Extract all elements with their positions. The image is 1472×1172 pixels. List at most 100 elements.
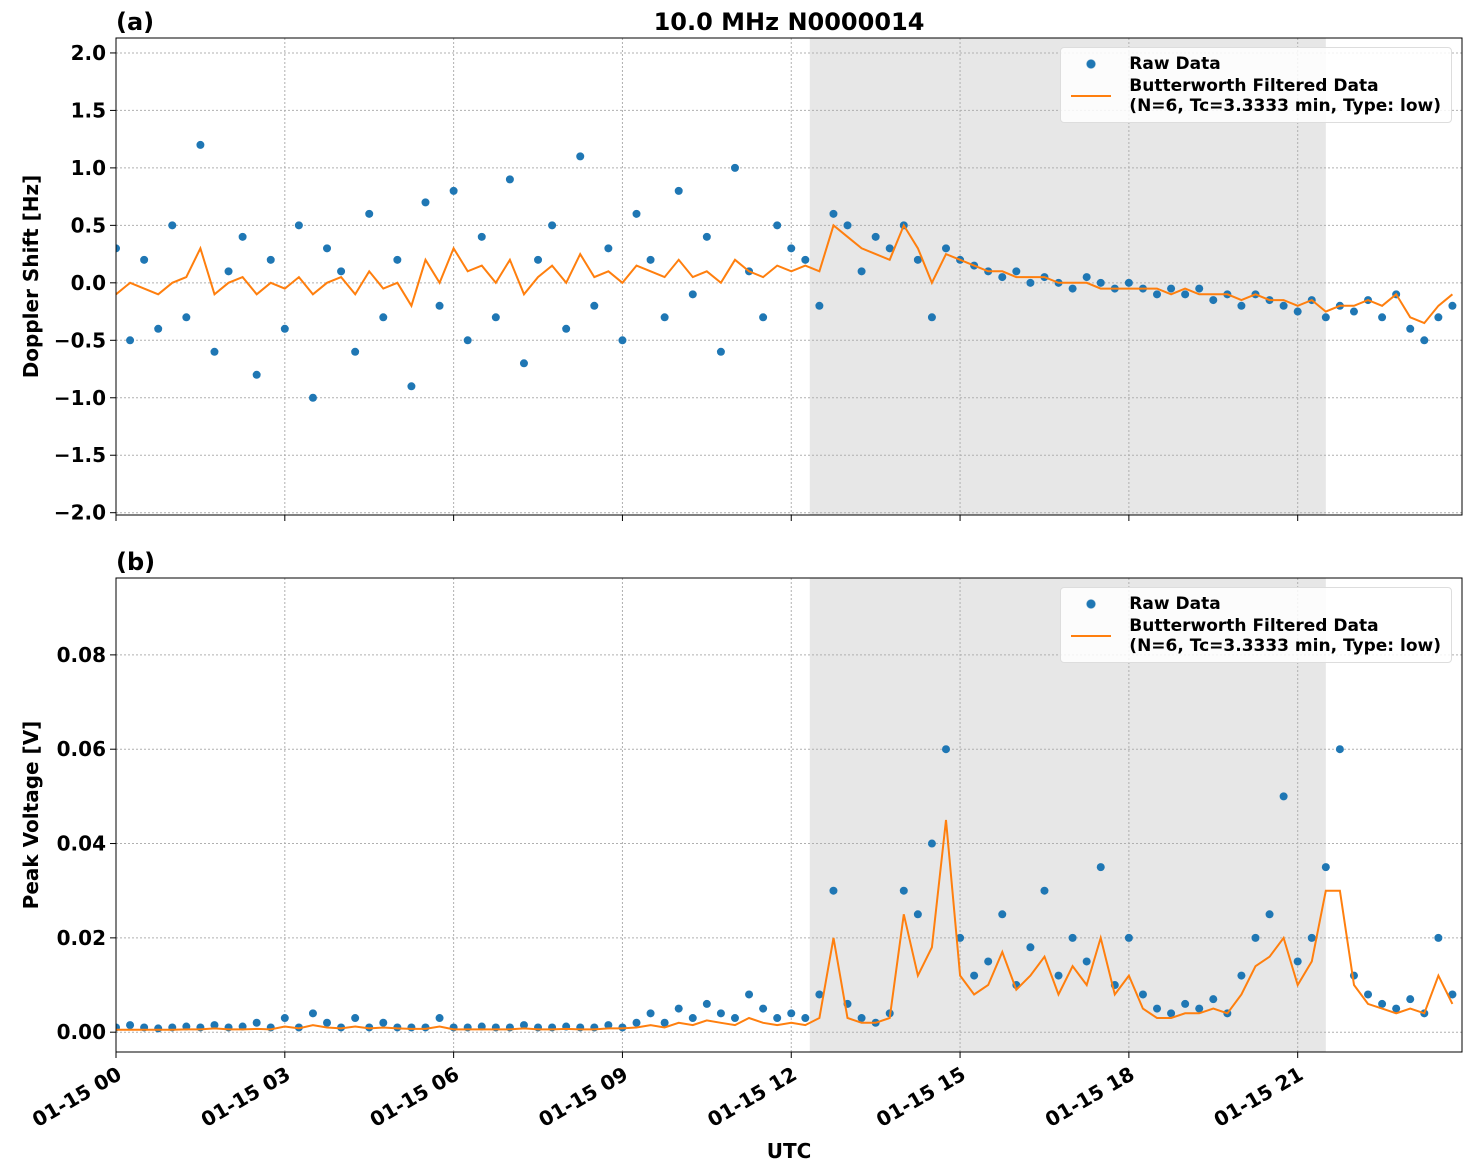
raw-point xyxy=(745,990,754,999)
raw-point xyxy=(365,209,374,218)
raw-point xyxy=(927,313,936,322)
raw-point xyxy=(646,255,655,264)
raw-point xyxy=(1012,267,1021,276)
y-tick-label: −2.0 xyxy=(54,501,106,525)
raw-point xyxy=(674,186,683,195)
raw-point xyxy=(337,267,346,276)
raw-point xyxy=(1293,957,1302,966)
raw-point xyxy=(238,232,247,241)
legend-key xyxy=(1071,594,1112,614)
panel-label: (a) xyxy=(116,8,154,36)
y-tick-label: 0.06 xyxy=(57,737,106,761)
raw-point xyxy=(266,255,275,264)
raw-point xyxy=(576,152,585,161)
raw-point xyxy=(1209,995,1218,1004)
raw-point xyxy=(1321,863,1330,872)
raw-point xyxy=(477,232,486,241)
raw-point xyxy=(604,1021,613,1030)
raw-point xyxy=(182,313,191,322)
raw-point xyxy=(1335,745,1344,754)
legend-label: Butterworth Filtered Data (N=6, Tc=3.333… xyxy=(1129,616,1441,656)
x-axis-label: UTC xyxy=(767,1139,812,1163)
raw-point xyxy=(1195,284,1204,293)
y-tick-label: −0.5 xyxy=(54,328,106,352)
raw-point xyxy=(843,221,852,230)
raw-point xyxy=(1293,307,1302,316)
x-tick-label: 01-15 12 xyxy=(703,1062,801,1132)
chart-title: 10.0 MHz N0000014 xyxy=(654,8,925,36)
raw-point xyxy=(885,244,894,253)
raw-point xyxy=(1096,863,1105,872)
plot-area xyxy=(116,745,1457,1033)
raw-point xyxy=(1279,792,1288,801)
raw-point xyxy=(998,273,1007,282)
raw-point xyxy=(984,957,993,966)
raw-point xyxy=(562,324,571,333)
raw-point xyxy=(1420,336,1429,345)
y-axis-label: Doppler Shift [Hz] xyxy=(19,175,43,379)
raw-point xyxy=(449,186,458,195)
raw-point xyxy=(956,933,965,942)
raw-point xyxy=(1040,886,1049,895)
raw-point xyxy=(632,209,641,218)
raw-point xyxy=(829,886,838,895)
raw-point xyxy=(210,347,219,356)
x-tick-label: 01-15 06 xyxy=(366,1062,464,1132)
raw-point xyxy=(660,313,669,322)
raw-point xyxy=(590,301,599,310)
raw-point xyxy=(1406,324,1415,333)
legend-key xyxy=(1071,616,1112,656)
raw-point xyxy=(1153,290,1162,299)
x-tick-label: 01-15 15 xyxy=(872,1062,970,1132)
raw-point xyxy=(379,1018,388,1027)
legend: Raw Data Butterworth Filtered Data (N=6, … xyxy=(1060,47,1452,123)
raw-point xyxy=(1279,301,1288,310)
raw-point xyxy=(1392,1004,1401,1013)
y-tick-label: 0.04 xyxy=(57,832,106,856)
raw-point xyxy=(646,1009,655,1018)
raw-point xyxy=(154,324,163,333)
raw-point xyxy=(1167,284,1176,293)
x-tick-label: 01-15 00 xyxy=(28,1062,126,1132)
raw-point xyxy=(801,255,810,264)
y-tick-label: 0.08 xyxy=(57,643,106,667)
raw-point xyxy=(280,324,289,333)
raw-point xyxy=(759,1004,768,1013)
raw-point xyxy=(1124,278,1133,287)
raw-point xyxy=(1026,278,1035,287)
raw-point xyxy=(730,163,739,172)
raw-point xyxy=(1364,990,1373,999)
y-tick-label: 0.0 xyxy=(71,271,106,295)
raw-point xyxy=(1448,990,1457,999)
raw-point xyxy=(1237,301,1246,310)
raw-point xyxy=(308,1009,317,1018)
raw-point xyxy=(140,255,149,264)
raw-point xyxy=(210,1021,219,1030)
raw-point xyxy=(857,1014,866,1023)
raw-point xyxy=(927,839,936,848)
y-tick-label: 0.02 xyxy=(57,926,106,950)
y-tick-label: 2.0 xyxy=(71,41,106,65)
legend-label: Raw Data xyxy=(1129,54,1221,74)
raw-point xyxy=(1349,307,1358,316)
raw-point xyxy=(674,1004,683,1013)
plot-area xyxy=(116,140,1457,402)
raw-point xyxy=(1195,1004,1204,1013)
raw-point xyxy=(308,393,317,402)
raw-point xyxy=(1096,278,1105,287)
raw-point xyxy=(435,1014,444,1023)
raw-point xyxy=(351,1014,360,1023)
raw-point xyxy=(1082,273,1091,282)
raw-point xyxy=(1307,933,1316,942)
raw-point xyxy=(899,886,908,895)
raw-point xyxy=(815,301,824,310)
raw-point xyxy=(702,999,711,1008)
raw-point xyxy=(913,255,922,264)
raw-point xyxy=(435,301,444,310)
raw-point xyxy=(407,1023,416,1032)
raw-point xyxy=(941,745,950,754)
raw-point xyxy=(1378,999,1387,1008)
raw-point xyxy=(1124,933,1133,942)
